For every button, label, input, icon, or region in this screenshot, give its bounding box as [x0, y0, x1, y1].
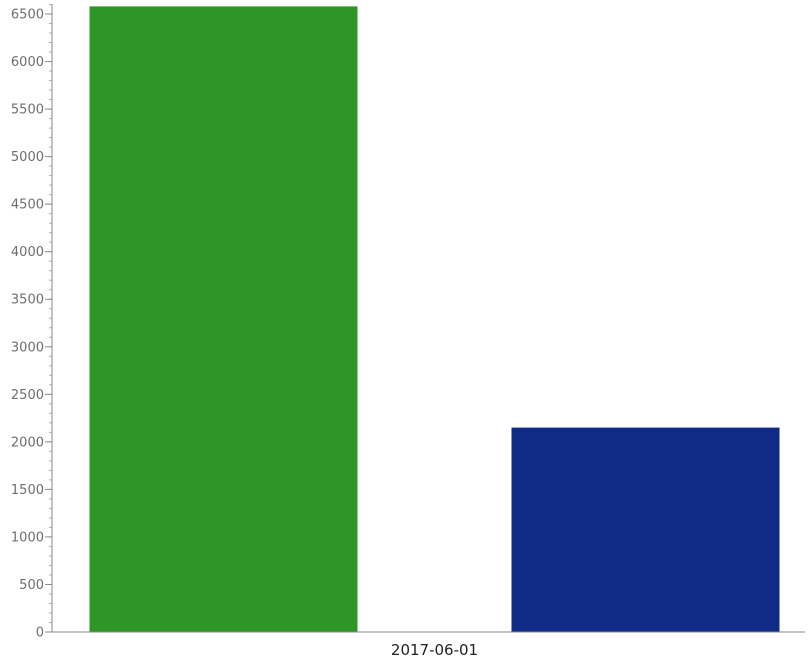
y-axis-tick-labels: 0 500 1000 1500 2000 2500 3000 3500 4000 4500 5000…: [11, 8, 44, 641]
y-tick-label: 4000: [11, 245, 44, 260]
bar-series-2: [511, 427, 780, 632]
y-tick-label: 3500: [11, 293, 44, 308]
y-tick-label: 500: [19, 578, 44, 593]
x-tick-label: 2017-06-01: [391, 641, 478, 659]
bar-series-1: [89, 6, 358, 632]
y-tick-label: 6500: [11, 8, 44, 23]
y-tick-label: 6000: [11, 55, 44, 70]
y-tick-label: 1000: [11, 530, 44, 545]
x-axis-tick-labels: 2017-06-01: [391, 641, 478, 659]
y-tick-label: 3000: [11, 340, 44, 355]
y-tick-label: 2000: [11, 435, 44, 450]
bars: [89, 6, 780, 632]
y-tick-label: 1500: [11, 483, 44, 498]
y-tick-label: 4500: [11, 198, 44, 213]
y-tick-label: 5000: [11, 150, 44, 165]
y-tick-label: 5500: [11, 103, 44, 118]
y-tick-label: 0: [36, 626, 44, 641]
y-tick-label: 2500: [11, 388, 44, 403]
y-axis-major-ticks: [45, 13, 52, 633]
